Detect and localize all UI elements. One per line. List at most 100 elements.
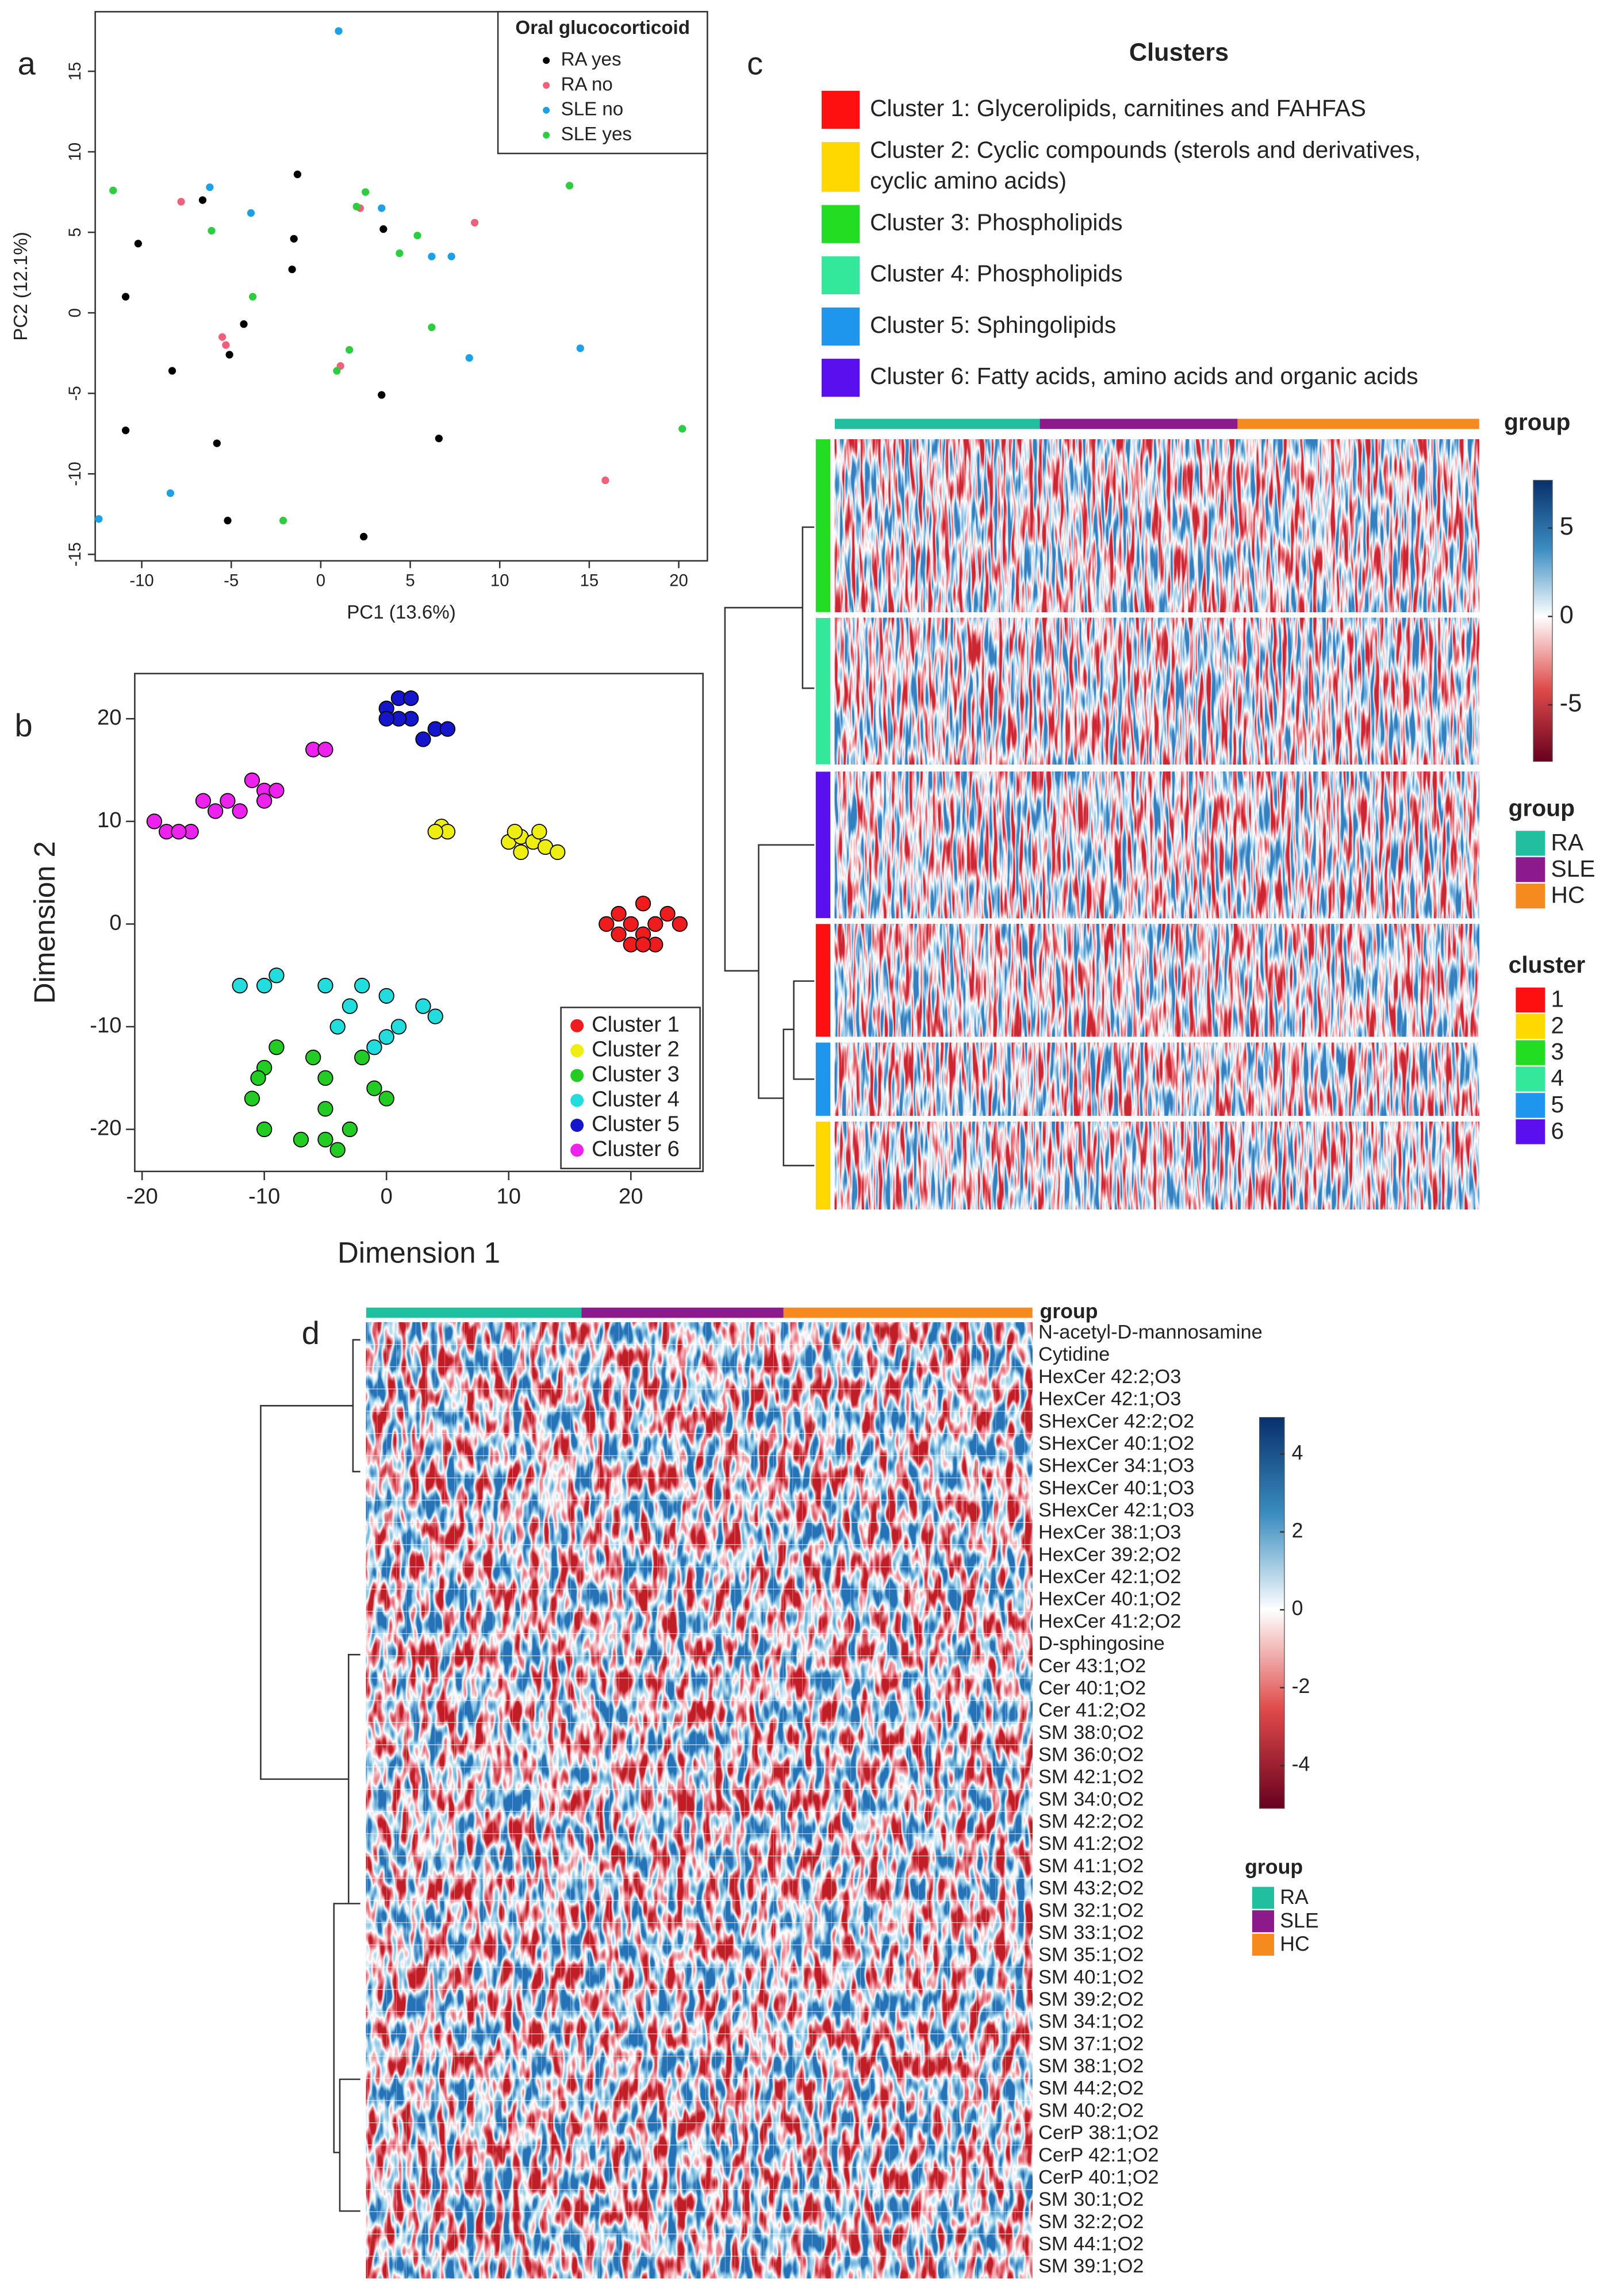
point [317,1131,333,1148]
cluster-description: Cluster 1: Glycerolipids, carnitines and… [870,95,1366,121]
point [335,27,343,35]
point [232,803,248,819]
point [576,344,584,352]
panel-label: b [15,707,33,743]
y-tick-label: 0 [66,308,85,317]
point [121,427,130,435]
colorbar-tick-label: 2 [1292,1519,1303,1542]
legend-swatch [1516,831,1545,856]
point [134,240,142,248]
group-bar [834,418,1040,429]
row-label: HexCer 41:2;O2 [1038,1610,1181,1632]
point [672,916,688,932]
legend-swatch [1252,1910,1275,1933]
x-tick-label: 10 [497,1184,521,1209]
legend-label: 2 [1551,1012,1564,1038]
row-label: CerP 38:1;O2 [1038,2122,1159,2144]
legend-label: RA no [561,74,613,95]
cell-grid [366,1322,1033,2279]
cluster-description: Cluster 2: Cyclic compounds (sterols and… [870,136,1421,163]
point [218,333,227,341]
point [366,1080,382,1096]
legend-label: Cluster 3 [592,1062,680,1086]
point [379,225,388,233]
legend-label: SLE yes [561,124,632,145]
point [213,439,221,447]
point [403,690,419,707]
row-label: SM 39:1;O2 [1038,2255,1144,2277]
legend-marker [570,1019,584,1032]
point [177,198,185,206]
cluster-description: Cluster 4: Phospholipids [870,260,1122,287]
row-label: SM 40:1;O2 [1038,1966,1144,1988]
row-label: SM 30:1;O2 [1038,2189,1144,2210]
row-label: SM 38:1;O2 [1038,2055,1144,2077]
point [198,196,207,204]
colorbar-tick-label: 5 [1560,513,1574,540]
row-label: SHexCer 42:2;O2 [1038,1410,1194,1432]
dendrogram-d [260,1339,360,2212]
point [378,711,394,727]
point [146,813,163,830]
row-label: SM 42:2;O2 [1038,1811,1144,1833]
y-tick-label: 5 [66,228,85,237]
group-bar [783,1307,1033,1318]
row-label: SM 34:0;O2 [1038,1788,1144,1810]
point [279,516,287,525]
x-tick-label: 0 [381,1184,393,1209]
colorbar-tick-label: 0 [1292,1597,1303,1620]
cluster-side-bar [815,1122,831,1210]
legend-label: Cluster 1 [592,1012,680,1036]
point [247,209,255,217]
row-label: SM 35:1;O2 [1038,1944,1144,1966]
cluster-swatch [822,359,860,397]
point [268,782,285,798]
row-label: SHexCer 40:1;O3 [1038,1477,1194,1499]
point [195,793,212,809]
point [611,926,627,942]
row-label: SM 32:2;O2 [1038,2211,1144,2233]
legend-label: 4 [1551,1065,1564,1091]
colorbar-tick-label: -5 [1560,690,1582,717]
point [317,977,333,994]
legend-label: SLE [1551,855,1595,882]
legend-title: group [1245,1856,1303,1879]
point [428,323,436,332]
point [513,844,529,861]
point [256,977,273,994]
point [378,1091,394,1107]
row-label: SM 43:2;O2 [1038,1878,1144,1899]
point [317,742,333,758]
point [256,1121,273,1138]
row-label: Cer 41:2;O2 [1038,1699,1146,1721]
row-label: SM 44:1;O2 [1038,2233,1144,2255]
row-label: SM 40:2;O2 [1038,2099,1144,2121]
point [121,293,130,301]
point [248,293,257,301]
legend-label: HC [1551,882,1585,908]
cluster-description: cyclic amino acids) [870,167,1067,194]
cluster-description: Cluster 5: Sphingolipids [870,312,1116,338]
panel-label: c [747,45,763,81]
x-axis-label: PC1 (13.6%) [347,602,456,623]
legend-label: 5 [1551,1091,1564,1118]
point [293,1131,309,1148]
y-tick-label: -10 [90,1013,121,1038]
point [659,905,676,922]
legend-swatch [1516,1040,1545,1065]
row-label: SM 36:0;O2 [1038,1744,1144,1765]
point [208,803,224,819]
row-label: SHexCer 42:1;O3 [1038,1499,1194,1521]
group-bar [366,1307,582,1318]
point [359,532,368,541]
y-axis-label: PC2 (12.1%) [10,232,32,341]
legend-label: 6 [1551,1118,1564,1144]
y-tick-label: -20 [90,1116,121,1141]
legend-label: Cluster 2 [592,1037,680,1062]
point [288,265,296,274]
legend-swatch [1516,1066,1545,1092]
point [305,1049,321,1066]
cluster-side-bar [815,924,831,1037]
